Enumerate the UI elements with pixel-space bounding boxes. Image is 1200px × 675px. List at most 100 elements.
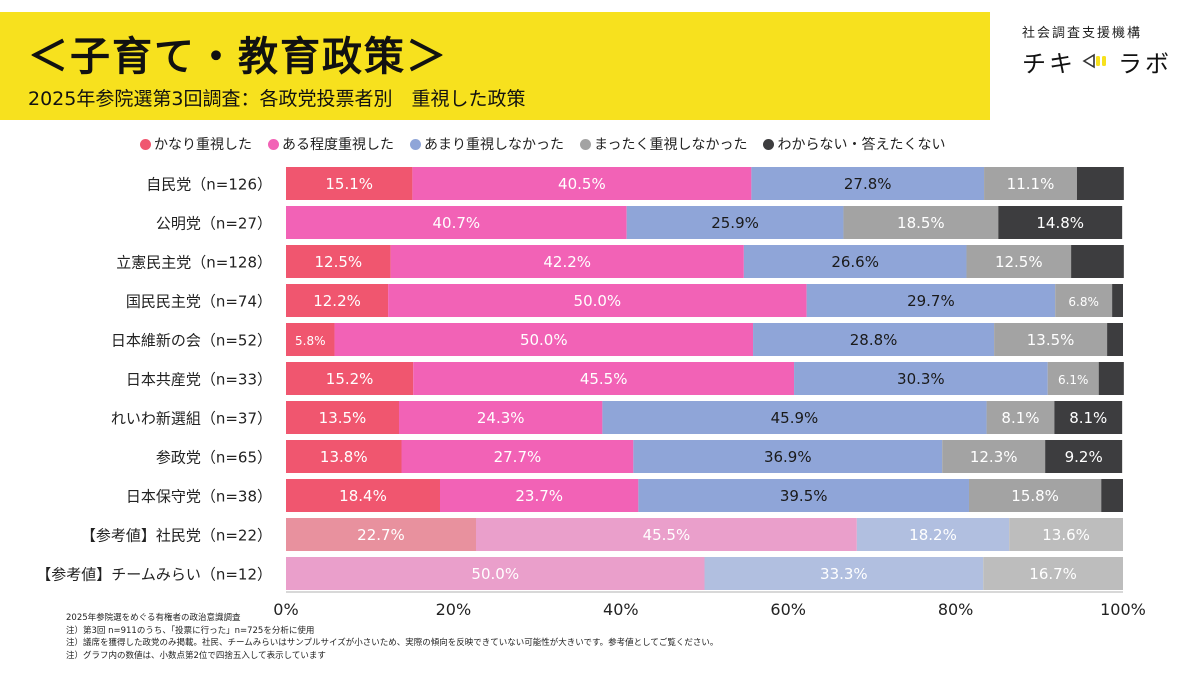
category-label: 公明党（n=27） — [156, 215, 272, 233]
bar-segment — [286, 167, 413, 200]
bar-segment — [994, 323, 1108, 356]
data-label: 27.7% — [494, 448, 542, 466]
stacked-bar-chart: 自民党（n=126） 15.1% 40.5% 27.8% 11.1% 公明党（n=27） 4… — [36, 167, 1146, 619]
x-tick-label: 60% — [770, 600, 806, 619]
data-label: 25.9% — [711, 214, 759, 232]
chart-legend: かなり重視した ある程度重視した あまり重視しなかった まったく重視しなかった … — [140, 134, 945, 154]
brand-logo-left: チキ — [1022, 50, 1076, 78]
legend-swatch — [268, 138, 279, 150]
data-label: 18.2% — [909, 526, 957, 544]
data-label: 40.5% — [558, 175, 606, 193]
data-label: 18.4% — [339, 487, 387, 505]
bar-segment — [286, 323, 335, 356]
bar-segment — [806, 284, 1056, 317]
data-label: 30.3% — [897, 370, 945, 388]
data-label: 22.7% — [357, 526, 405, 544]
bar-segment — [334, 323, 754, 356]
data-label: 40.7% — [433, 214, 481, 232]
footnote-line: 2025年参院選をめぐる有権者の政治意識調査 — [66, 613, 241, 623]
bar-segment — [1009, 518, 1123, 551]
data-label: 6.1% — [1058, 373, 1089, 387]
bar-segment — [638, 479, 969, 512]
bar-segment — [856, 518, 1010, 551]
legend-item: わからない・答えたくない — [763, 134, 945, 154]
bar-segment — [794, 362, 1048, 395]
data-label: 36.9% — [764, 448, 812, 466]
bar-segment — [286, 440, 402, 473]
page-subtitle: 2025年参院選第3回調査：各政党投票者別 重視した政策 — [28, 88, 526, 110]
category-label: 国民民主党（n=74） — [126, 293, 272, 311]
legend-item: まったく重視しなかった — [580, 134, 747, 154]
data-label: 14.8% — [1036, 214, 1084, 232]
bar-segment — [286, 479, 441, 512]
bar-segment — [984, 167, 1077, 200]
bar-segment — [286, 401, 399, 434]
legend-item: かなり重視した — [140, 134, 252, 154]
category-label: 立憲民主党（n=128） — [116, 254, 272, 272]
category-label: 【参考値】社民党（n=22） — [81, 527, 272, 545]
data-label: 16.7% — [1029, 565, 1077, 583]
data-label: 8.1% — [1069, 409, 1107, 427]
bar-segment — [633, 440, 943, 473]
data-label: 50.0% — [520, 331, 568, 349]
data-label: 8.1% — [1001, 409, 1039, 427]
brand-logo-right: ラボ — [1118, 50, 1172, 78]
bar-segment — [286, 518, 476, 551]
data-label: 39.5% — [780, 487, 828, 505]
legend-label: まったく重視しなかった — [594, 137, 748, 153]
legend-label: わからない・答えたくない — [777, 137, 946, 153]
data-label: 29.7% — [907, 292, 955, 310]
bar-segment — [1055, 284, 1113, 317]
bar-segment — [440, 479, 639, 512]
bar-segment — [412, 167, 752, 200]
bar-segment — [753, 323, 995, 356]
bar-segment — [286, 245, 391, 278]
bar-segment — [998, 206, 1123, 239]
bar-segment — [1054, 401, 1123, 434]
bar-segment — [966, 245, 1072, 278]
data-label: 11.1% — [1007, 175, 1055, 193]
category-label: 【参考値】チームみらい（n=12） — [36, 566, 272, 584]
bar-segment — [398, 401, 603, 434]
bar-segment — [942, 440, 1046, 473]
legend-label: あまり重視しなかった — [424, 137, 564, 153]
footnotes: 2025年参院選をめぐる有権者の政治意識調査 注）第3回 n=911のうち、「投… — [66, 612, 718, 662]
data-label: 18.5% — [897, 214, 945, 232]
data-label: 9.2% — [1065, 448, 1103, 466]
legend-swatch — [140, 138, 151, 150]
bar-segment — [1045, 440, 1123, 473]
bar-segment — [986, 401, 1055, 434]
bar-segment — [704, 557, 984, 590]
title-band — [0, 12, 990, 120]
bar-segment — [401, 440, 634, 473]
organization-name: 社会調査支援機構 — [1022, 26, 1143, 41]
data-label: 27.8% — [844, 175, 892, 193]
category-label: れいわ新選組（n=37） — [111, 410, 272, 428]
bar-segment — [1098, 362, 1124, 395]
category-label: 日本保守党（n=38） — [126, 488, 272, 506]
bar-segment — [286, 362, 414, 395]
bar-segment — [390, 245, 744, 278]
x-tick-label: 0% — [273, 600, 298, 619]
bar-segment — [743, 245, 967, 278]
bar-segment — [413, 362, 795, 395]
data-label: 13.6% — [1042, 526, 1090, 544]
bar-segment — [843, 206, 999, 239]
bar-segment — [1101, 479, 1123, 512]
data-label: 15.8% — [1011, 487, 1059, 505]
footnote-line: 注）グラフ内の数値は、小数点第2位で四捨五入して表示しています — [66, 650, 326, 661]
data-label: 5.8% — [295, 334, 326, 348]
megaphone-icon — [1082, 48, 1112, 76]
data-label: 24.3% — [477, 409, 525, 427]
bar-segment — [751, 167, 985, 200]
data-label: 6.8% — [1068, 295, 1099, 309]
data-label: 13.5% — [1027, 331, 1075, 349]
legend-label: かなり重視した — [154, 137, 252, 153]
legend-item: あまり重視しなかった — [410, 134, 564, 154]
data-label: 45.5% — [643, 526, 691, 544]
data-label: 12.3% — [970, 448, 1018, 466]
data-label: 42.2% — [543, 253, 591, 271]
data-label: 23.7% — [515, 487, 563, 505]
data-label: 33.3% — [820, 565, 868, 583]
page-title: ＜子育て・教育政策＞ — [28, 34, 448, 80]
